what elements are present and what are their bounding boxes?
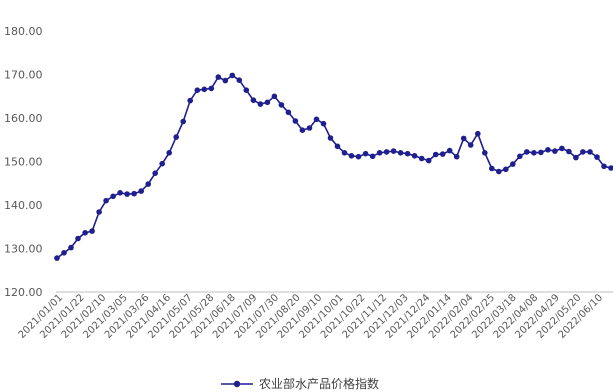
data-point bbox=[306, 125, 313, 131]
data-point bbox=[580, 149, 586, 155]
data-point bbox=[208, 85, 215, 92]
data-point bbox=[68, 244, 74, 251]
data-point bbox=[390, 148, 397, 154]
data-point bbox=[124, 191, 130, 197]
data-point bbox=[187, 97, 193, 104]
data-point bbox=[559, 145, 565, 152]
data-point bbox=[608, 165, 613, 171]
y-tick-label: 120.00 bbox=[4, 286, 43, 299]
data-point bbox=[320, 120, 327, 127]
data-point bbox=[117, 190, 123, 196]
data-point bbox=[376, 150, 383, 156]
data-point bbox=[327, 135, 334, 141]
data-point bbox=[313, 116, 320, 123]
series-line bbox=[56, 74, 612, 259]
data-point bbox=[348, 153, 355, 159]
data-point bbox=[355, 153, 362, 160]
data-point bbox=[271, 93, 278, 100]
data-point bbox=[552, 148, 558, 154]
data-point bbox=[103, 197, 109, 204]
data-point bbox=[496, 168, 502, 175]
data-point bbox=[285, 109, 292, 116]
data-point bbox=[131, 190, 137, 197]
data-point bbox=[110, 193, 116, 200]
legend: 农业部水产品价格指数 bbox=[221, 376, 379, 391]
data-point bbox=[257, 101, 264, 107]
data-point bbox=[411, 153, 418, 159]
data-point bbox=[89, 228, 95, 234]
data-point bbox=[587, 149, 593, 155]
data-point bbox=[531, 150, 537, 156]
data-point bbox=[194, 87, 201, 93]
data-point bbox=[82, 230, 88, 236]
data-point bbox=[250, 97, 257, 103]
y-tick-label: 170.00 bbox=[4, 69, 43, 82]
data-point bbox=[180, 118, 186, 125]
data-point bbox=[215, 74, 222, 80]
data-point bbox=[467, 142, 474, 148]
data-point bbox=[229, 72, 236, 79]
data-point bbox=[383, 149, 390, 155]
data-point bbox=[482, 150, 488, 156]
data-point bbox=[264, 99, 271, 106]
x-axis: 2021/01/012021/01/222021/02/102021/03/05… bbox=[17, 291, 613, 341]
y-tick-label: 180.00 bbox=[4, 25, 43, 38]
data-point bbox=[152, 170, 158, 176]
legend-label: 农业部水产品价格指数 bbox=[259, 376, 379, 391]
data-point bbox=[166, 150, 172, 156]
data-point bbox=[489, 165, 495, 172]
data-point bbox=[173, 134, 179, 140]
data-point bbox=[446, 147, 453, 154]
data-point bbox=[475, 130, 481, 137]
legend-marker bbox=[233, 380, 241, 388]
data-point bbox=[201, 86, 208, 93]
data-point bbox=[75, 235, 81, 242]
data-point bbox=[538, 149, 544, 156]
data-point bbox=[96, 209, 102, 215]
data-point bbox=[362, 150, 369, 157]
data-point bbox=[453, 153, 460, 160]
y-tick-label: 130.00 bbox=[4, 243, 43, 256]
data-point bbox=[573, 154, 579, 161]
data-point bbox=[222, 77, 229, 84]
data-point bbox=[236, 77, 243, 83]
data-point bbox=[517, 153, 523, 160]
data-point bbox=[524, 149, 530, 155]
data-point bbox=[601, 163, 607, 170]
data-point bbox=[159, 160, 165, 167]
data-point bbox=[566, 148, 572, 155]
data-point bbox=[61, 250, 67, 256]
data-point bbox=[278, 102, 285, 108]
data-point bbox=[503, 166, 509, 173]
data-point bbox=[545, 147, 551, 153]
data-point bbox=[138, 188, 144, 194]
data-point bbox=[594, 154, 600, 160]
data-point bbox=[54, 255, 60, 261]
data-point bbox=[460, 135, 467, 142]
data-point bbox=[299, 127, 306, 133]
data-point bbox=[145, 181, 151, 187]
data-point bbox=[243, 87, 250, 93]
y-tick-label: 160.00 bbox=[4, 112, 43, 125]
y-tick-label: 140.00 bbox=[4, 199, 43, 212]
data-point bbox=[292, 118, 299, 124]
data-point bbox=[439, 151, 446, 157]
y-tick-label: 150.00 bbox=[4, 156, 43, 169]
data-point bbox=[425, 157, 432, 164]
data-point bbox=[341, 150, 348, 156]
data-point bbox=[510, 161, 516, 167]
data-point bbox=[334, 143, 341, 150]
y-axis: 120.00 130.00 140.00 150.00 160.00 170.00 180.… bbox=[4, 25, 43, 299]
data-point bbox=[369, 153, 376, 160]
data-point bbox=[418, 155, 425, 162]
data-point bbox=[397, 150, 404, 156]
data-point bbox=[432, 151, 439, 158]
data-point bbox=[404, 150, 411, 157]
series-layer bbox=[54, 72, 613, 261]
